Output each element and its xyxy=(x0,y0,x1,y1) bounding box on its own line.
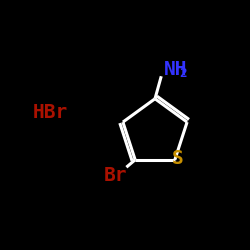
Text: 2: 2 xyxy=(179,67,187,80)
Text: NH: NH xyxy=(164,60,187,80)
Text: Br: Br xyxy=(104,166,127,186)
Text: HBr: HBr xyxy=(32,103,68,122)
Text: S: S xyxy=(172,149,184,168)
